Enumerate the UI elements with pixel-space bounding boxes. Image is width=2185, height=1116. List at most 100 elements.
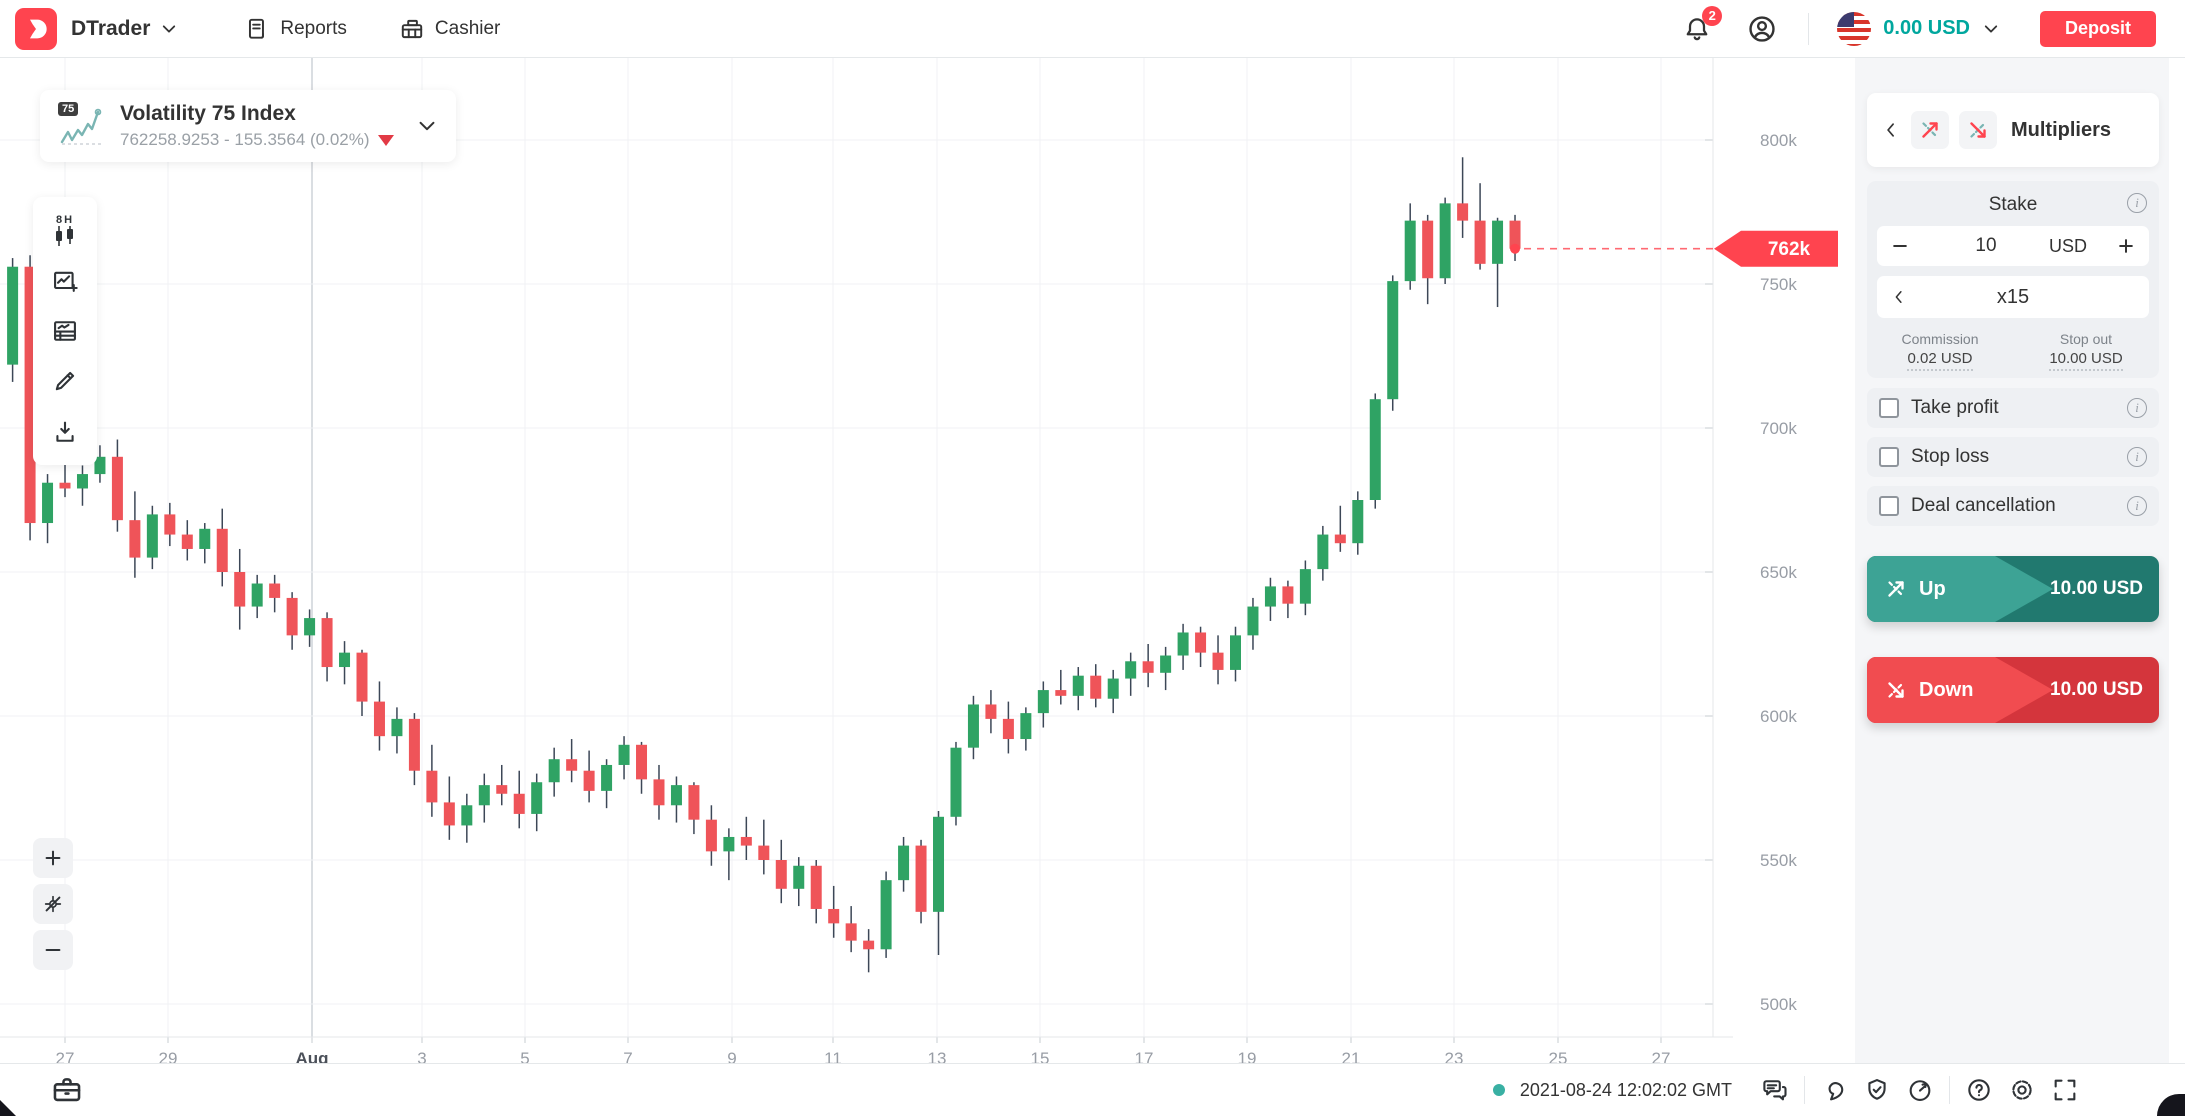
performance-button[interactable]	[1906, 1076, 1934, 1104]
svg-text:3: 3	[417, 1049, 426, 1063]
stake-stepper: 10 USD	[1877, 226, 2149, 266]
take-profit-checkbox[interactable]	[1879, 398, 1899, 418]
multiplier-prev-button[interactable]	[1877, 288, 1921, 306]
svg-text:5: 5	[520, 1049, 529, 1063]
cashier-icon	[401, 19, 423, 38]
svg-text:29: 29	[159, 1049, 178, 1063]
svg-text:Aug: Aug	[295, 1049, 328, 1063]
deal-cancellation-checkbox[interactable]	[1879, 496, 1899, 516]
multiplier-down-chip	[1959, 111, 1997, 149]
multiplier-selector[interactable]: x15	[1877, 276, 2149, 318]
interval-button[interactable]: 8H	[43, 207, 87, 253]
svg-text:13: 13	[928, 1049, 947, 1063]
down-arrow-icon	[1888, 682, 1904, 698]
stake-increase-button[interactable]	[2103, 236, 2149, 256]
trade-type-card[interactable]: Multipliers	[1867, 93, 2159, 167]
symbol-name: Volatility 75 Index	[120, 102, 296, 125]
svg-text:9: 9	[727, 1049, 736, 1063]
deal-cancellation-info-icon[interactable]	[2127, 496, 2147, 516]
stop-out-block: Stop out 10.00 USD	[2013, 331, 2159, 371]
balance-amount: 0.00 USD	[1883, 17, 1970, 39]
symbol-badge: 75	[58, 102, 79, 116]
fullscreen-button[interactable]	[2051, 1076, 2079, 1104]
stake-value[interactable]: 10	[1975, 235, 1997, 256]
svg-text:650k: 650k	[1760, 563, 1797, 582]
chart-template-icon	[54, 321, 76, 341]
zoom-out-button[interactable]	[33, 930, 73, 970]
nav-cashier-label: Cashier	[434, 17, 501, 39]
security-button[interactable]	[1863, 1076, 1891, 1104]
settings-gear-icon	[2012, 1080, 2032, 1100]
pencil-icon	[55, 372, 75, 391]
take-profit-info-icon[interactable]	[2127, 398, 2147, 418]
chevron-left-icon[interactable]	[1881, 120, 1901, 140]
performance-gauge-icon	[1909, 1080, 1931, 1101]
deal-cancellation-row: Deal cancellation	[1867, 486, 2159, 526]
stake-fieldset: Stake 10 USD x15 Commission 0.02 USD S	[1867, 181, 2159, 378]
svg-text:27: 27	[56, 1049, 75, 1063]
zoom-in-button[interactable]	[33, 838, 73, 878]
multiplier-down-icon	[1970, 122, 1986, 138]
down-button-label: Down	[1919, 678, 1974, 701]
buy-down-button[interactable]: Down 10.00 USD	[1867, 657, 2159, 723]
stop-out-value: 10.00 USD	[2049, 350, 2123, 371]
feedback-chat-icon	[1763, 1080, 1787, 1101]
stake-label: Stake	[1988, 194, 2038, 215]
svg-text:27: 27	[1652, 1049, 1671, 1063]
feedback-button[interactable]	[1761, 1076, 1789, 1104]
chart-toolbar: 8H	[33, 197, 97, 465]
nav-reports-label: Reports	[280, 17, 347, 39]
commission-block: Commission 0.02 USD	[1867, 331, 2013, 371]
fullscreen-icon	[2054, 1079, 2076, 1101]
deriv-logo-icon	[1828, 1082, 1844, 1101]
templates-button[interactable]	[43, 308, 87, 354]
top-bar: DTrader Reports Cashier 2 0.00 USD Depos…	[0, 0, 2185, 58]
svg-text:762k: 762k	[1768, 239, 1811, 260]
help-icon	[1968, 1079, 1990, 1101]
stop-loss-info-icon[interactable]	[2127, 447, 2147, 467]
account-balance-switcher[interactable]: 0.00 USD	[1837, 11, 2000, 46]
multiplier-up-icon	[1922, 122, 1938, 138]
dtrader-logo[interactable]	[15, 7, 57, 50]
stop-out-label: Stop out	[2059, 331, 2113, 347]
briefcase-icon	[53, 1078, 81, 1102]
plus-icon	[45, 850, 61, 866]
nav-cashier[interactable]: Cashier	[399, 16, 500, 42]
stake-info-icon[interactable]	[2127, 193, 2147, 213]
multiplier-up-chip	[1911, 111, 1949, 149]
help-button[interactable]	[1965, 1076, 1993, 1104]
platform-switcher[interactable]: DTrader	[71, 17, 178, 41]
candlestick-chart[interactable]: 27 29 Aug 3 5 7 9 11 13 15 17 19 21 23 25 27 800k 750k 700…	[0, 0, 1857, 1063]
buy-up-button[interactable]: Up 10.00 USD	[1867, 556, 2159, 622]
bottom-bar-divider	[1804, 1076, 1805, 1104]
take-profit-label: Take profit	[1911, 397, 1999, 418]
crosshair-off-icon	[44, 895, 62, 913]
trade-type-label: Multipliers	[2011, 118, 2112, 141]
svg-text:800k: 800k	[1760, 131, 1797, 150]
stop-loss-label: Stop loss	[1911, 446, 1990, 467]
crosshair-toggle-button[interactable]	[33, 884, 73, 924]
livechat-corner-widget[interactable]	[2157, 1094, 2185, 1116]
stop-loss-checkbox[interactable]	[1879, 447, 1899, 467]
chevron-down-icon[interactable]	[416, 115, 438, 137]
stake-decrease-button[interactable]	[1877, 236, 1923, 256]
account-button[interactable]	[1746, 13, 1778, 45]
symbol-thumbnail: 75	[58, 102, 106, 150]
notifications-button[interactable]: 2	[1682, 5, 1723, 44]
trade-panel: Multipliers Stake 10 USD x15 Commission …	[1855, 58, 2169, 1063]
positions-drawer-toggle[interactable]	[50, 1073, 84, 1107]
deposit-button[interactable]: Deposit	[2039, 10, 2156, 47]
commission-row: Commission 0.02 USD Stop out 10.00 USD	[1867, 331, 2159, 371]
indicators-button[interactable]	[43, 258, 87, 304]
chevron-down-icon	[1984, 24, 1998, 33]
svg-text:21: 21	[1342, 1049, 1361, 1063]
settings-button[interactable]	[2008, 1076, 2036, 1104]
draw-tools-button[interactable]	[43, 358, 87, 404]
download-button[interactable]	[43, 409, 87, 455]
symbol-selector[interactable]: 75 Volatility 75 Index 762258.9253 - 155…	[40, 90, 456, 162]
nav-reports[interactable]: Reports	[244, 16, 347, 42]
svg-text:750k: 750k	[1760, 275, 1797, 294]
deriv-home-button[interactable]	[1820, 1076, 1848, 1104]
security-shield-icon	[1868, 1079, 1886, 1100]
svg-text:11: 11	[824, 1049, 842, 1063]
